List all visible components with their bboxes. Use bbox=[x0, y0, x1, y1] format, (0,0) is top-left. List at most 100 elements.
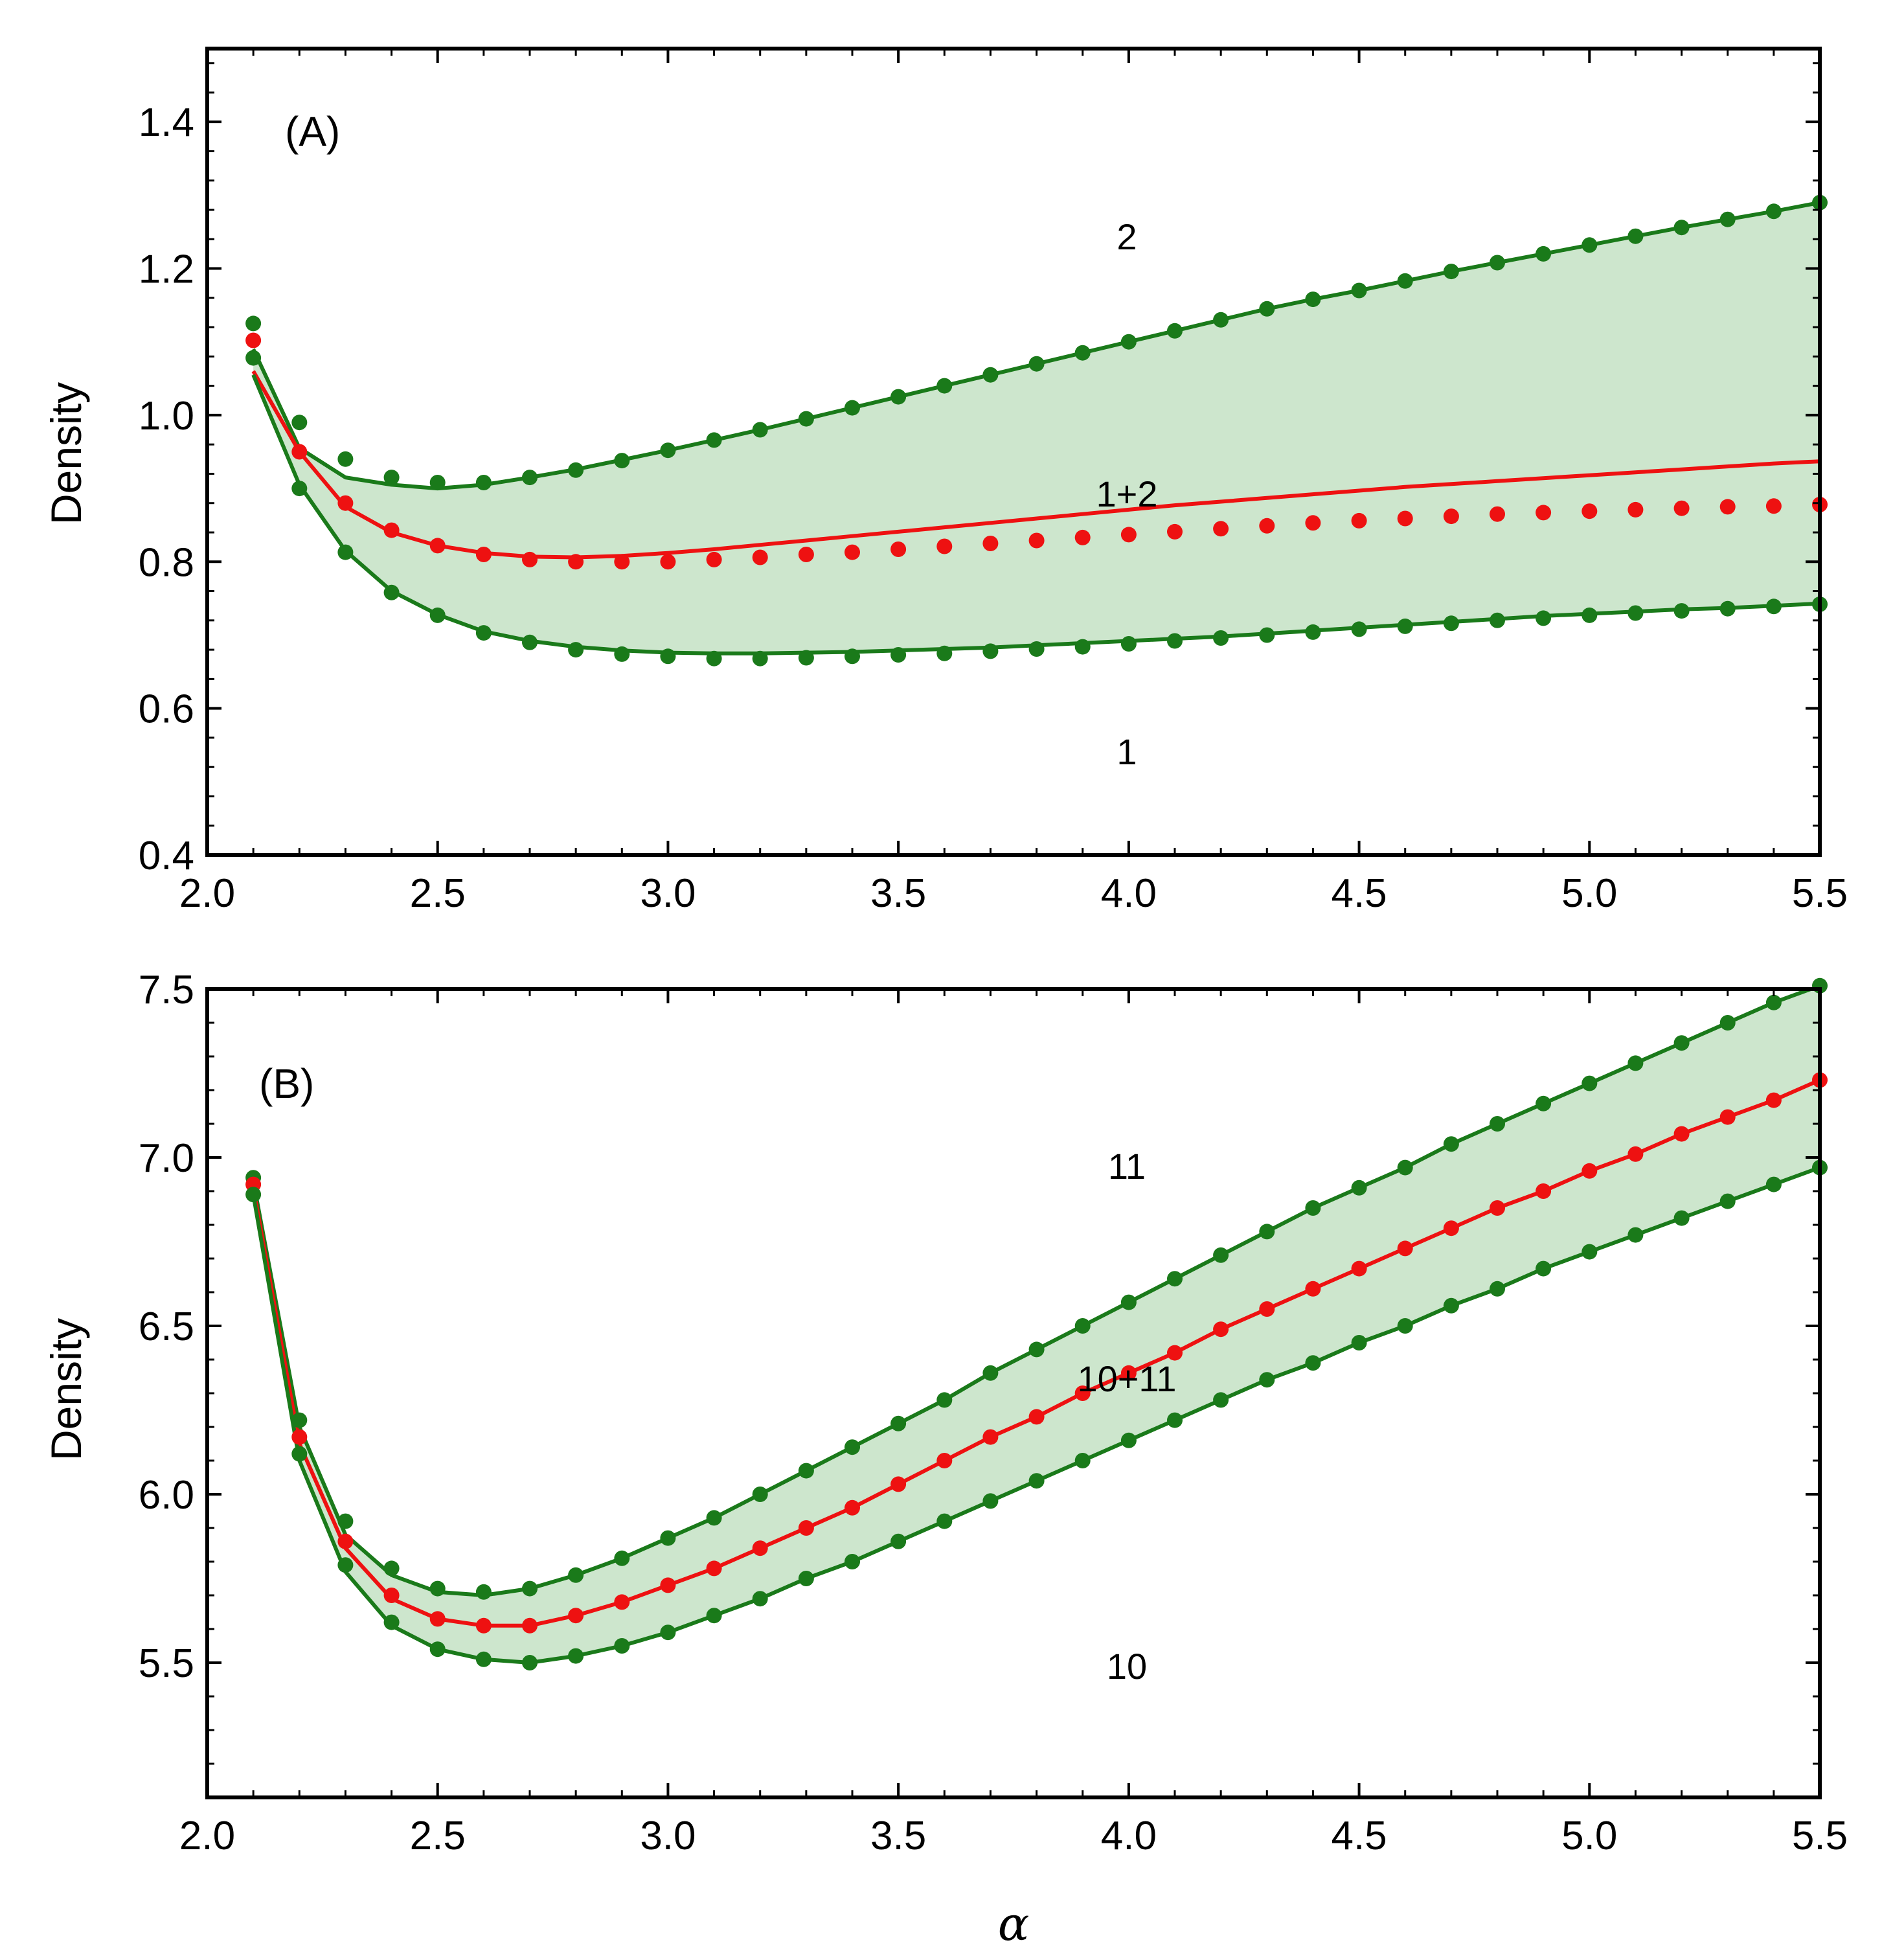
panel-b-x-tick-label: 3.0 bbox=[640, 1814, 696, 1858]
panel-b-lower-point bbox=[1582, 1244, 1598, 1260]
panel-b-lower-point bbox=[1120, 1432, 1137, 1448]
panel-b-mixture-point bbox=[982, 1429, 999, 1445]
panel-a-mixture-point bbox=[1719, 499, 1736, 515]
panel-a-y-tick-label: 1.0 bbox=[139, 394, 194, 439]
panel-a-lower-point bbox=[660, 648, 676, 665]
panel-a-upper-point bbox=[706, 432, 722, 448]
panel-a-upper-point bbox=[1536, 245, 1552, 262]
panel-a-mixture-point bbox=[660, 554, 676, 570]
panel-a-lower-point bbox=[752, 650, 768, 667]
panel-b-lower-point bbox=[1074, 1453, 1091, 1468]
panel-b-mixture-point bbox=[337, 1533, 354, 1549]
panel-b-lower-point bbox=[614, 1638, 630, 1654]
panel-b-plot-area: 2.0 2.5 3.0 3.5 4.0 4.5 5.0 5.5 5.5 6.0 6.5 7.0 7.5 bbox=[139, 968, 1848, 1858]
panel-a-lower-point bbox=[1627, 605, 1644, 621]
panel-a-lower-point bbox=[1305, 624, 1321, 640]
panel-a-upper-point bbox=[1582, 237, 1598, 253]
panel-a-mixture-point bbox=[1028, 532, 1045, 549]
panel-a-mixture-point bbox=[845, 544, 860, 560]
panel-b-x-tick-label: 3.5 bbox=[870, 1814, 926, 1858]
panel-a-lower-point bbox=[568, 642, 584, 658]
panel-b-upper-point bbox=[568, 1567, 584, 1583]
panel-b-lower-point bbox=[475, 1651, 492, 1667]
panel-a-lower-point bbox=[1167, 633, 1183, 649]
panel-b-lower-point bbox=[660, 1624, 676, 1641]
panel-a-upper-point bbox=[1351, 282, 1367, 299]
panel-b-mixture-point bbox=[752, 1540, 768, 1556]
panel-b-ylabel: Density bbox=[42, 1318, 90, 1461]
panel-b: 2.0 2.5 3.0 3.5 4.0 4.5 5.0 5.55.56.06.57.07.5 … bbox=[42, 968, 1848, 1858]
panel-b-mixture-point bbox=[845, 1499, 860, 1516]
panel-b-upper-point bbox=[1028, 1341, 1045, 1358]
panel-b-lower-point bbox=[1719, 1193, 1736, 1209]
panel-a-upper-point bbox=[1765, 203, 1782, 220]
panel-a-y-tick-label: 0.6 bbox=[139, 687, 194, 732]
panel-b-x-tick-label: 4.0 bbox=[1101, 1814, 1157, 1858]
panel-a-upper-point bbox=[1028, 356, 1045, 372]
panel-b-mixture-point bbox=[1765, 1092, 1782, 1108]
panel-a-mixture-point bbox=[337, 495, 354, 511]
panel-b-upper-point bbox=[936, 1392, 953, 1408]
panel-b-lower-point bbox=[936, 1513, 953, 1529]
panel-a-mixture-point bbox=[1305, 515, 1321, 531]
panel-a-upper-point bbox=[1443, 264, 1459, 280]
panel-b-upper-point bbox=[982, 1365, 999, 1381]
panel-b-y-tick-label: 6.5 bbox=[139, 1305, 194, 1349]
panel-b-upper-point bbox=[706, 1510, 722, 1526]
panel-b-x-tick-label: 2.5 bbox=[410, 1814, 466, 1858]
panel-a-x-tick-label: 4.0 bbox=[1101, 871, 1157, 916]
panel-a-upper-point bbox=[1120, 334, 1137, 350]
panel-a-label-upper: 2 bbox=[1117, 216, 1137, 257]
panel-a-mixture-point bbox=[1397, 510, 1413, 527]
panel-b-upper-point bbox=[890, 1415, 907, 1431]
panel-b-y-tick-label: 7.0 bbox=[139, 1136, 194, 1181]
panel-b-upper-point bbox=[1765, 994, 1782, 1010]
panel-b-upper-point bbox=[660, 1530, 676, 1546]
panel-a-x-tick-label: 4.5 bbox=[1331, 871, 1387, 916]
panel-b-mixture-point bbox=[429, 1611, 446, 1627]
panel-b-lower-point bbox=[1351, 1335, 1367, 1350]
panel-a-lower-point bbox=[890, 647, 907, 663]
panel-a-mixture-point bbox=[522, 551, 538, 567]
panel-b-mixture-point bbox=[1351, 1260, 1367, 1277]
panel-a-lower-point bbox=[614, 646, 630, 662]
panel-b-label-lower: 10 bbox=[1107, 1646, 1147, 1687]
panel-a-label-middle: 1+2 bbox=[1096, 473, 1158, 514]
panel-b-lower-point bbox=[798, 1571, 814, 1586]
panel-a-lower-point bbox=[845, 648, 860, 665]
panel-b-upper-point bbox=[475, 1584, 492, 1600]
panel-b-mixture-point bbox=[798, 1520, 814, 1536]
panel-b-upper-point bbox=[1120, 1294, 1137, 1310]
panel-a-mixture-point bbox=[614, 554, 630, 570]
panel-b-x-tick-label: 5.5 bbox=[1792, 1814, 1848, 1858]
panel-b-upper-point bbox=[752, 1487, 768, 1502]
panel-b-lower-point bbox=[1536, 1260, 1552, 1277]
panel-a-lower-point bbox=[1259, 627, 1275, 643]
panel-a-lower-point bbox=[1120, 636, 1137, 652]
panel-b-label-upper: 11 bbox=[1108, 1146, 1146, 1187]
panel-b-mixture-point bbox=[1259, 1301, 1275, 1317]
panel-b-lower-point bbox=[845, 1554, 860, 1569]
panel-b-x-tick-label: 2.0 bbox=[179, 1814, 235, 1858]
panel-b-lower-point bbox=[1673, 1210, 1690, 1226]
panel-a-band-fill bbox=[253, 202, 1820, 654]
panel-a-upper-point bbox=[1305, 291, 1321, 308]
panel-b-lower-point bbox=[383, 1614, 400, 1630]
panel-b-lower-point bbox=[1305, 1355, 1321, 1371]
panel-a-x-tick-label: 3.5 bbox=[870, 871, 926, 916]
panel-b-lower-point bbox=[1627, 1227, 1644, 1243]
panel-b-mixture-point bbox=[1719, 1109, 1736, 1125]
panel-b-upper-point bbox=[429, 1580, 446, 1597]
panel-b-lower-point bbox=[1167, 1412, 1183, 1428]
panel-a-lower-point bbox=[245, 350, 262, 366]
panel-b-lower-point bbox=[429, 1641, 446, 1658]
panel-a-mixture-line bbox=[251, 370, 1820, 560]
panel-a-upper-point bbox=[936, 378, 953, 394]
panel-b-mixture-point bbox=[1443, 1220, 1459, 1236]
panel-a-mixture-point bbox=[936, 538, 953, 554]
panel-a-mixture-point bbox=[1351, 512, 1367, 529]
panel-a-ylabel: Density bbox=[42, 382, 90, 525]
panel-b-y-tick-label: 7.5 bbox=[139, 968, 194, 1012]
panel-b-mixture-point bbox=[660, 1577, 676, 1593]
panel-a-mixture-point bbox=[568, 554, 584, 570]
